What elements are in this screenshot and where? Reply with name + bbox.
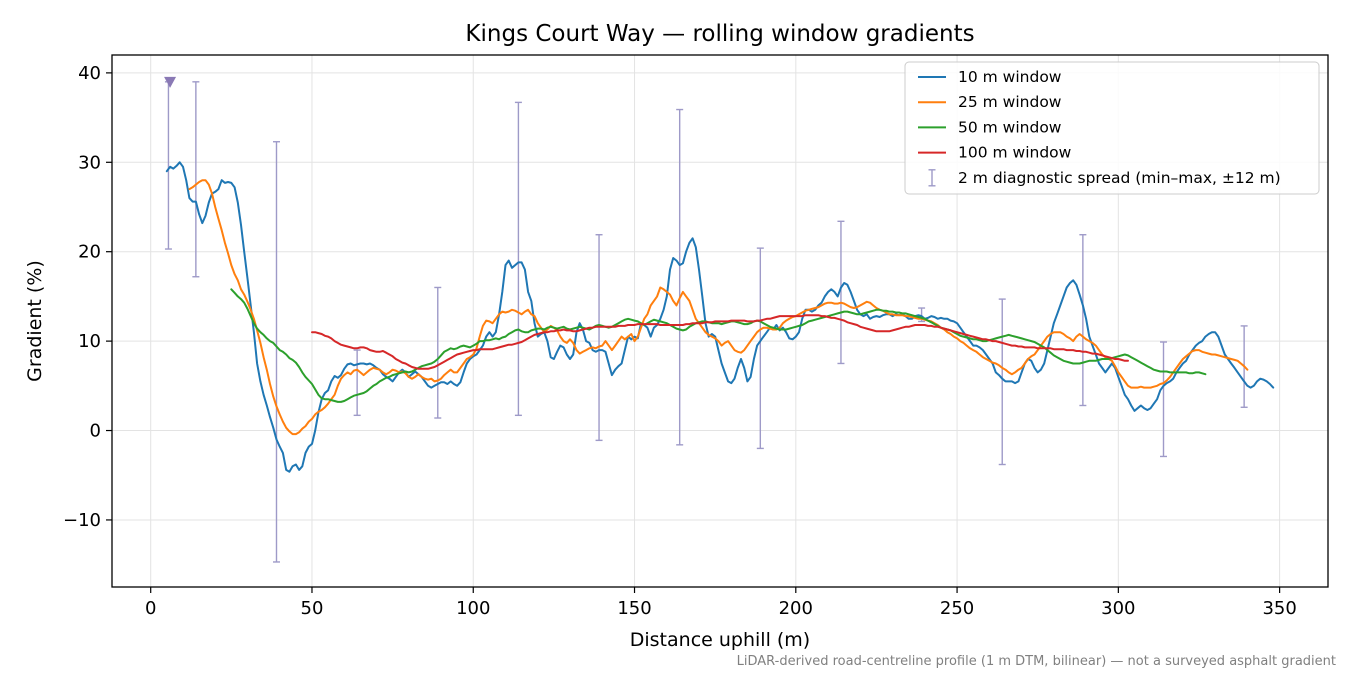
legend: 10 m window 25 m window 50 m window 100 m w…	[904, 61, 1320, 195]
legend-box	[904, 61, 1320, 195]
error-bars	[164, 81, 1248, 563]
marker-layer	[164, 76, 177, 88]
legend-label-error-bars: 2 m diagnostic spread (min–max, ±12 m)	[958, 169, 1281, 187]
legend-label-series-3: 50 m window	[958, 118, 1062, 136]
y-tick-label: 10	[78, 331, 101, 352]
x-tick-label: 50	[301, 598, 324, 619]
x-tick-label: 150	[617, 598, 651, 619]
x-tick-label: 0	[145, 598, 156, 619]
x-axis-ticks: 0 50 100 150 200 250 300 350	[145, 587, 1297, 619]
x-axis-label: Distance uphill (m)	[630, 629, 810, 651]
y-tick-label: 40	[78, 63, 101, 84]
y-tick-label: −10	[63, 510, 101, 531]
y-axis-ticks: −10 0 10 20 30 40	[63, 63, 112, 531]
legend-label-series-4: 100 m window	[958, 144, 1072, 162]
down-triangle-marker	[164, 76, 177, 88]
legend-label-series-1: 10 m window	[958, 68, 1062, 86]
legend-label-series-2: 25 m window	[958, 93, 1062, 111]
plot-frame	[111, 54, 1329, 588]
y-tick-label: 0	[90, 421, 101, 442]
y-tick-label: 30	[78, 152, 101, 173]
series-line-4	[311, 314, 1129, 370]
x-tick-label: 250	[940, 598, 974, 619]
footnote: LiDAR-derived road-centreline profile (1…	[737, 654, 1336, 669]
x-tick-label: 200	[779, 598, 813, 619]
y-tick-label: 20	[78, 242, 101, 263]
series-line-3	[230, 288, 1207, 403]
x-tick-label: 100	[456, 598, 490, 619]
series-lines	[165, 161, 1275, 473]
x-tick-label: 350	[1262, 598, 1296, 619]
series-line-2	[188, 179, 1249, 436]
series-line-1	[165, 161, 1275, 473]
chart-title: Kings Court Way — rolling window gradien…	[465, 21, 974, 47]
y-axis-label: Gradient (%)	[24, 260, 46, 382]
x-tick-label: 300	[1101, 598, 1135, 619]
